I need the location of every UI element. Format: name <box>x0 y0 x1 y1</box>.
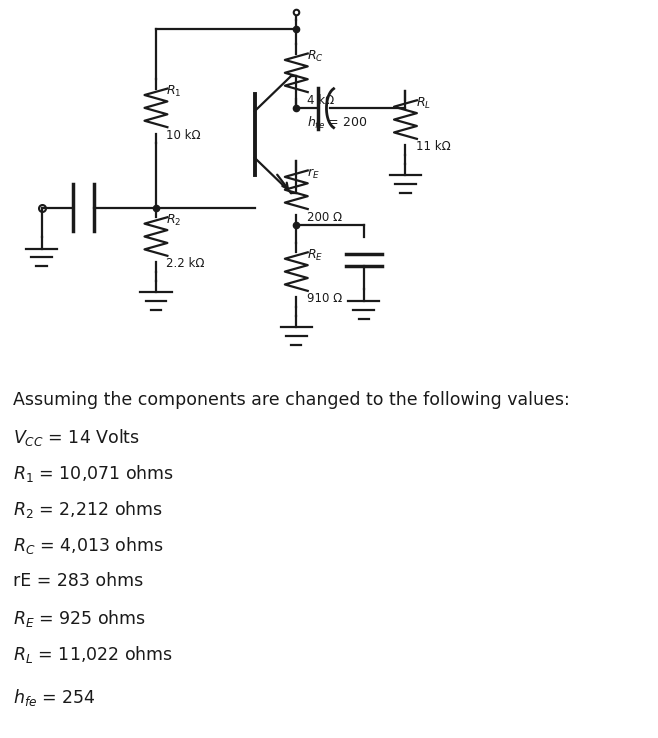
Text: rE = 283 ohms: rE = 283 ohms <box>13 572 143 590</box>
Text: 2.2 kΩ: 2.2 kΩ <box>166 258 205 270</box>
Text: $r_E$: $r_E$ <box>307 168 319 182</box>
Text: $h_{fe}$ = 254: $h_{fe}$ = 254 <box>13 687 96 708</box>
Text: 4 kΩ: 4 kΩ <box>307 94 334 106</box>
Text: $R_{E}$ = 925 ohms: $R_{E}$ = 925 ohms <box>13 608 146 629</box>
Text: $R_L$: $R_L$ <box>416 96 431 111</box>
Text: $R_1$: $R_1$ <box>166 84 182 100</box>
Text: 910 Ω: 910 Ω <box>307 292 342 306</box>
Text: $R_E$: $R_E$ <box>307 248 323 263</box>
Text: 200 Ω: 200 Ω <box>307 210 342 224</box>
Text: 11 kΩ: 11 kΩ <box>416 140 451 154</box>
Text: $R_{C}$ = 4,013 ohms: $R_{C}$ = 4,013 ohms <box>13 536 164 556</box>
Text: $R_2$: $R_2$ <box>166 213 182 228</box>
Text: $V_{CC}$ = 14 Volts: $V_{CC}$ = 14 Volts <box>13 427 140 448</box>
Text: $R_{2}$ = 2,212 ohms: $R_{2}$ = 2,212 ohms <box>13 500 163 520</box>
Text: $h_{fe}$ = 200: $h_{fe}$ = 200 <box>307 114 367 131</box>
Text: $R_C$: $R_C$ <box>307 49 324 64</box>
Text: $R_{L}$ = 11,022 ohms: $R_{L}$ = 11,022 ohms <box>13 644 173 665</box>
Text: Assuming the components are changed to the following values:: Assuming the components are changed to t… <box>13 391 570 409</box>
Text: $R_{1}$ = 10,071 ohms: $R_{1}$ = 10,071 ohms <box>13 463 174 484</box>
Text: +10 V: +10 V <box>277 0 316 3</box>
Text: 10 kΩ: 10 kΩ <box>166 128 201 142</box>
